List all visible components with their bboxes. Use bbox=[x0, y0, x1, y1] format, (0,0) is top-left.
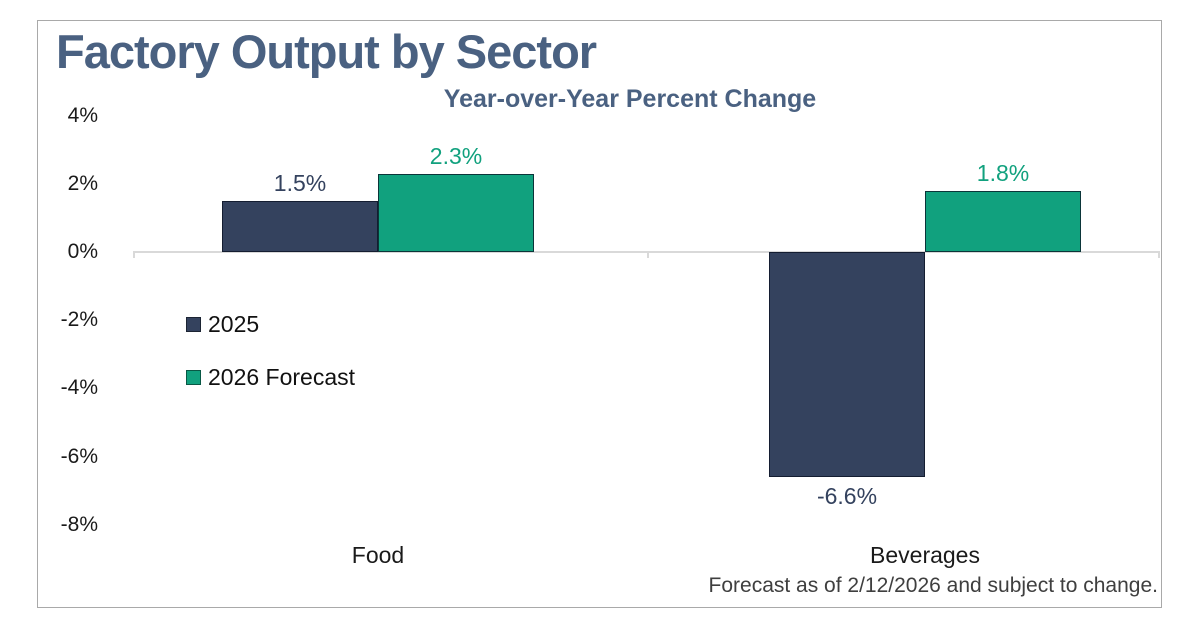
y-axis: 4% 2% 0% -2% -4% -6% -8% bbox=[40, 0, 98, 628]
y-tick-label--2-: -2% bbox=[60, 308, 98, 332]
legend-label: 2026 Forecast bbox=[208, 363, 356, 390]
footnote: Forecast as of 2/12/2026 and subject to … bbox=[708, 574, 1158, 597]
y-tick-label--6-: -6% bbox=[60, 444, 98, 468]
category-label-food: Food bbox=[351, 542, 405, 568]
bar-2026-forecast-food bbox=[378, 173, 534, 252]
bar-value-label-2025-beverages: -6.6% bbox=[816, 483, 878, 510]
chart-subtitle: Year-over-Year Percent Change bbox=[443, 85, 817, 113]
x-axis-tick bbox=[133, 252, 135, 258]
y-tick-label--8-: -8% bbox=[60, 512, 98, 536]
legend-label: 2025 bbox=[208, 310, 260, 337]
legend-item-2026-forecast: 2026 Forecast bbox=[186, 363, 355, 391]
y-tick-label-2-: 2% bbox=[67, 171, 98, 195]
legend-swatch-2025 bbox=[186, 316, 201, 332]
y-tick-label-0-: 0% bbox=[67, 240, 98, 263]
bar-value-label-2025-food: 1.5% bbox=[273, 169, 327, 196]
legend: 2025 2026 Forecast bbox=[186, 310, 355, 416]
x-axis-tick bbox=[646, 252, 649, 258]
bar-2025-beverages bbox=[769, 252, 925, 478]
chart-title: Factory Output by Sector bbox=[56, 25, 597, 78]
y-tick-label-4-: 4% bbox=[67, 103, 98, 127]
legend-swatch-2026-forecast bbox=[186, 369, 201, 385]
legend-item-2025: 2025 bbox=[186, 310, 355, 338]
bar-value-label-2026-forecast-beverages: 1.8% bbox=[976, 159, 1030, 186]
category-label-beverages: Beverages bbox=[870, 542, 980, 568]
bar-2025-food bbox=[222, 200, 378, 252]
bar-value-label-2026-forecast-food: 2.3% bbox=[429, 142, 483, 169]
x-axis-tick bbox=[1158, 252, 1160, 258]
y-tick-label--4-: -4% bbox=[60, 376, 98, 400]
bar-2026-forecast-beverages bbox=[925, 190, 1081, 252]
chart-frame bbox=[37, 20, 1162, 608]
